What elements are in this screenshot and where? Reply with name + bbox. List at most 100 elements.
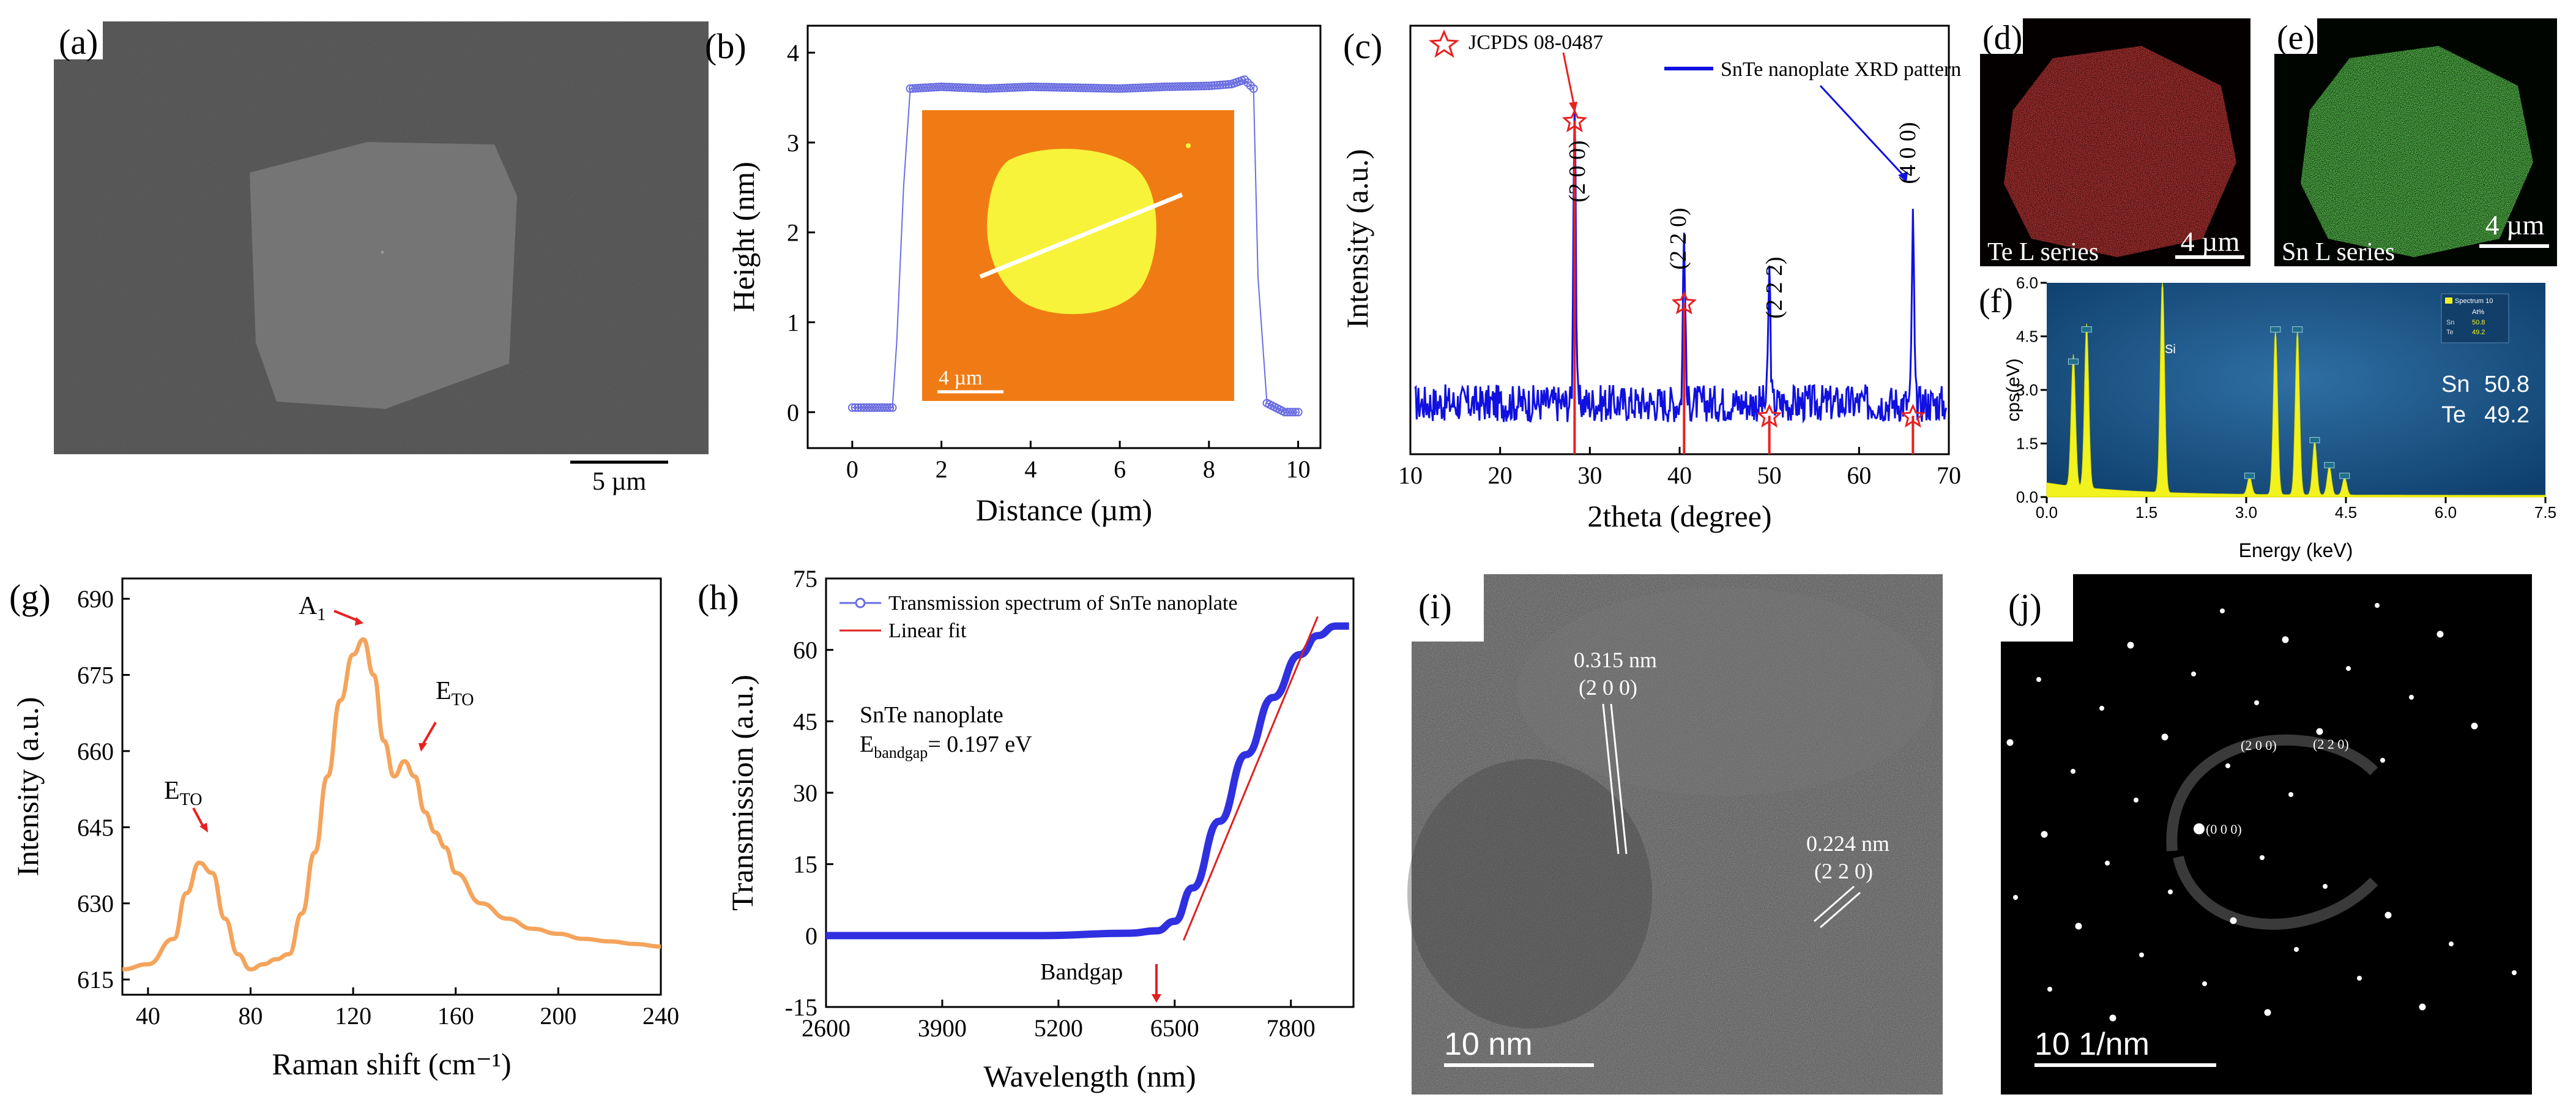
saed-spot-43 xyxy=(2436,631,2444,638)
legend-c-arrow-red xyxy=(1562,52,1575,105)
series-f xyxy=(2046,282,2546,498)
eds-legend-box xyxy=(2441,293,2509,343)
label-j: (j) xyxy=(2008,586,2042,626)
raman-eto-2: ETO xyxy=(436,677,474,709)
xtick-label-1: 3900 xyxy=(918,1014,967,1042)
saed-spot-200: (2 0 0) xyxy=(2241,738,2277,753)
xtick-label-1: 1.5 xyxy=(2135,503,2157,522)
saed-spot-29 xyxy=(2282,636,2289,643)
label-j-box xyxy=(2001,574,2073,642)
saed-spot-4 xyxy=(2075,923,2082,930)
hrtem-h1: (2 0 0) xyxy=(1579,675,1637,700)
saed-scalebar-label: 10 1/nm xyxy=(2034,1027,2150,1062)
xtick-label-0: 0.0 xyxy=(2036,503,2058,522)
saed-spot-28 xyxy=(2357,976,2362,981)
legend-c: JCPDS 08-0487 SnTe nanoplate XRD pattern xyxy=(1428,29,1961,182)
caption-e: Sn L series xyxy=(2282,238,2395,266)
label-i-box xyxy=(1412,574,1484,642)
hrtem-noise xyxy=(1412,574,1943,1095)
ytick-label-0: 615 xyxy=(77,966,114,994)
saed-ring xyxy=(2166,735,2378,851)
xtick-label-4: 7800 xyxy=(1267,1014,1316,1042)
height-point-135 xyxy=(1202,81,1211,91)
label-g: (g) xyxy=(9,577,51,617)
raman-a1: A1 xyxy=(299,592,326,624)
height-point-2 xyxy=(854,403,863,412)
jcpds-star-icon-0 xyxy=(1562,108,1588,133)
label-f-box xyxy=(1978,280,2022,316)
height-point-164 xyxy=(1280,408,1289,417)
raman-eto-2-sub: TO xyxy=(452,690,474,709)
panel-d: (d) Te L series 4 µm xyxy=(1980,18,2250,266)
saed-spot-7 xyxy=(2071,769,2075,774)
peak-label-220: (2 2 0) xyxy=(1666,208,1691,269)
height-point-136 xyxy=(1204,81,1213,91)
series-c xyxy=(1414,102,1948,454)
legend-h-label-2: Linear fit xyxy=(888,619,967,642)
height-point-169 xyxy=(1294,408,1303,417)
xlabel-g: Raman shift (cm⁻¹) xyxy=(272,1047,511,1081)
eds-peak-tag-8 xyxy=(2339,473,2350,479)
jcpds-star-icon-2 xyxy=(1757,403,1782,428)
saed-spot-15 xyxy=(2127,642,2134,649)
ytick-label-5: 60 xyxy=(793,637,817,664)
saed-spot-24 xyxy=(2220,608,2225,613)
linear-fit-line xyxy=(1183,616,1319,941)
xtick-label-5: 10 xyxy=(1286,455,1311,483)
legend-h-marker xyxy=(855,597,866,608)
saed-spot-27 xyxy=(2323,884,2328,889)
legend-c-arrowhead-blue xyxy=(1898,171,1908,182)
panel-c: (c) 10 20 30 40 50 60 70 JCPDS 08-0487 SnTe na… xyxy=(1340,24,1961,533)
scalebar-d-label: 4 µm xyxy=(2181,226,2240,257)
ytick-label-2: 645 xyxy=(77,814,114,841)
xtick-label-3: 40 xyxy=(1667,462,1692,489)
label-b: (b) xyxy=(705,26,746,66)
ytick-label-6: 75 xyxy=(793,565,817,593)
ylabel-b: Height (nm) xyxy=(726,162,761,312)
height-point-143 xyxy=(1224,80,1233,89)
xtick-label-4: 6.0 xyxy=(2435,503,2457,522)
saed-spot-23 xyxy=(2294,947,2299,952)
ticks-h: 2600 3900 5200 6500 7800 -15 0 15 30 45 60 75 xyxy=(785,565,1316,1042)
saed-spot-3 xyxy=(2041,831,2048,838)
ytick-label-2: 2 xyxy=(787,219,799,247)
label-e: (e) xyxy=(2277,19,2315,57)
jcpds-star-icon-1 xyxy=(1671,290,1697,315)
height-point-137 xyxy=(1207,81,1216,90)
saed-beam-stop xyxy=(2282,753,2532,900)
height-point-15 xyxy=(888,403,897,412)
hrtem-scalebar-label: 10 nm xyxy=(1444,1027,1533,1062)
xtick-label-1: 80 xyxy=(239,1002,263,1030)
eds-spectrum-area xyxy=(2046,282,2546,498)
saed-spot-5 xyxy=(2109,1014,2116,1022)
xtick-label-0: 40 xyxy=(136,1002,160,1030)
panel-h: (h) 2600 3900 5200 6500 7800 -15 0 15 30 45 60 75 T… xyxy=(698,565,1355,1093)
ticks-b: 0 2 4 6 8 10 0 1 2 3 4 xyxy=(787,39,1311,483)
height-point-140 xyxy=(1216,80,1224,89)
raman-eto-1: ETO xyxy=(164,777,202,809)
legend-c-jcpds: JCPDS 08-0487 xyxy=(1469,31,1603,54)
eds-peak-tag-0 xyxy=(2068,358,2079,365)
sem-dot xyxy=(381,250,384,254)
caption-d: Te L series xyxy=(1987,238,2099,266)
xtick-label-1: 20 xyxy=(1488,462,1513,489)
height-point-167 xyxy=(1288,408,1297,417)
saed-spot-1 xyxy=(2047,987,2052,992)
panel-f: (f) 0.0 1.5 3.0 4.5 6.0 7.5 0.0 1.5 3.0 4.5 6.0 Si… xyxy=(1978,274,2556,561)
raman-spectrum-line xyxy=(122,637,661,972)
saed-spot-22 xyxy=(2260,855,2265,860)
ytick-label-4: 6.0 xyxy=(2016,274,2038,292)
saed-spot-30 xyxy=(2316,728,2323,735)
hrtem-d2: 0.224 nm xyxy=(1806,831,1889,856)
axes-h xyxy=(825,577,1355,1008)
legend-h-label-1: Transmission spectrum of SnTe nanoplate xyxy=(888,592,1238,615)
xtick-label-3: 160 xyxy=(437,1002,474,1030)
ytick-label-1: 630 xyxy=(77,890,114,918)
h-annot-title: SnTe nanoplate xyxy=(860,702,1003,728)
height-point-168 xyxy=(1291,408,1300,417)
ytick-label-5: 690 xyxy=(77,585,114,613)
hrtem-h2: (2 2 0) xyxy=(1814,859,1873,883)
raman-a1-sub: 1 xyxy=(317,605,326,624)
raman-arrowhead-3 xyxy=(419,743,427,752)
ylabel-f: cps(eV) xyxy=(2003,358,2023,421)
